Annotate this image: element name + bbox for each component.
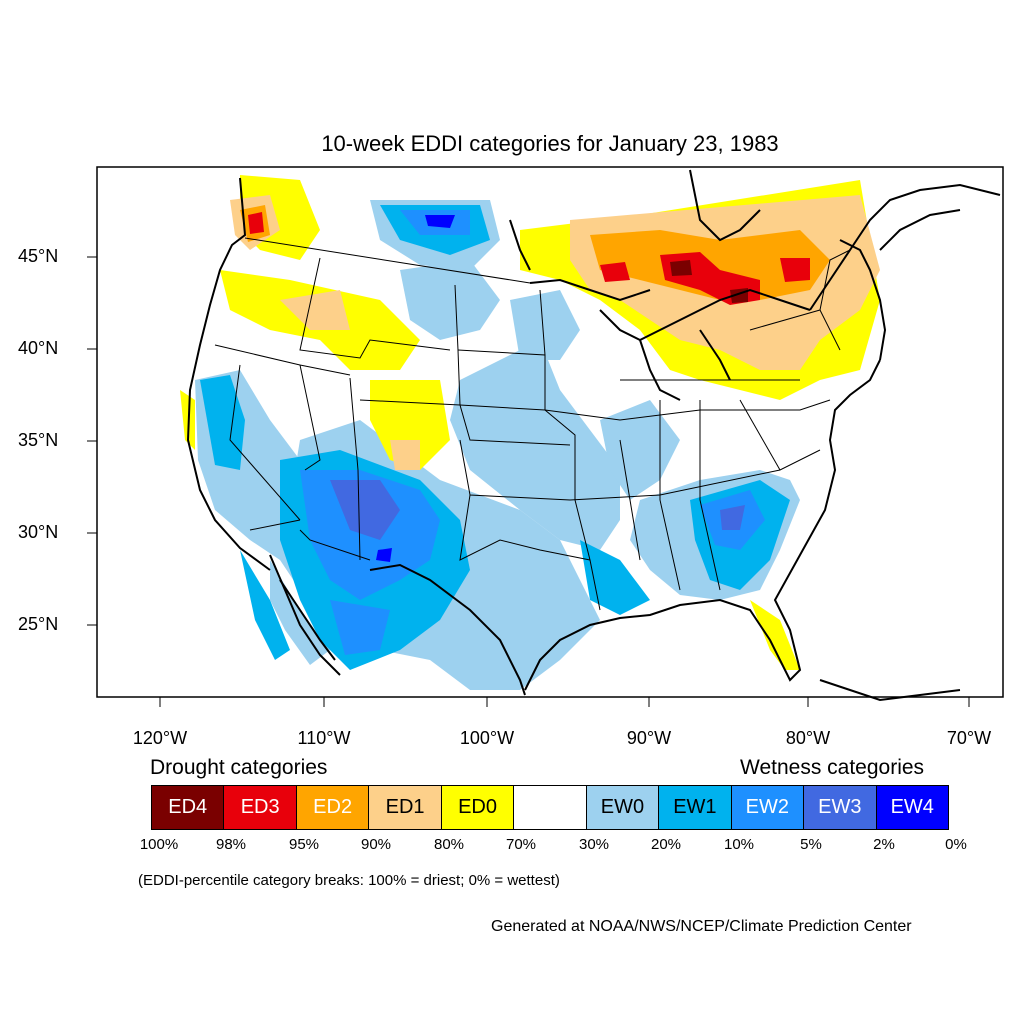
legend-label: EW2 (745, 796, 790, 818)
legend-label: ED2 (313, 796, 353, 818)
break-label: 95% (288, 836, 320, 853)
map-title: 10-week EDDI categories for January 23, … (321, 131, 779, 156)
lat-label-30: 30°N (18, 522, 59, 542)
legend-ew4: EW4 (876, 786, 948, 829)
wetness-heading: Wetness categories (740, 756, 925, 779)
state-boundaries (214, 237, 851, 611)
break-label: 80% (433, 836, 465, 853)
drought-heading: Drought categories (150, 756, 328, 779)
break-label: 100% (139, 836, 179, 853)
legend-ew1: EW1 (659, 786, 732, 829)
lon-label-110: 110°W (297, 728, 351, 748)
wet-region-ew4 (376, 215, 455, 562)
break-label: 98% (215, 836, 247, 853)
legend-label: ED3 (240, 796, 280, 818)
legend-label: ED1 (385, 796, 425, 818)
legend-label: EW4 (890, 796, 934, 818)
legend-ew0: EW0 (586, 786, 660, 829)
lon-label-80: 80°W (785, 728, 831, 748)
lat-label-45: 45°N (18, 246, 59, 266)
break-label: 10% (723, 836, 755, 853)
legend-ed3: ED3 (224, 786, 297, 829)
legend-label: ED0 (458, 796, 497, 818)
legend-ed4: ED4 (152, 786, 225, 829)
lon-label-70: 70°W (946, 728, 992, 748)
lat-label-40: 40°N (18, 338, 59, 358)
legend-label: EW0 (600, 796, 645, 818)
break-label: 5% (800, 836, 822, 853)
legend-ed2: ED2 (296, 786, 370, 829)
break-label: 90% (360, 836, 392, 853)
break-label: 30% (578, 836, 610, 853)
legend-label: EW3 (818, 796, 862, 818)
break-label: 20% (650, 836, 682, 853)
legend-ew2: EW2 (731, 786, 805, 829)
credit-line: Generated at NOAA/NWS/NCEP/Climate Predi… (491, 918, 912, 935)
legend-ew3: EW3 (804, 786, 877, 829)
coastlines (186, 169, 1001, 702)
lat-label-25: 25°N (18, 614, 59, 634)
category-legend: ED4 ED3 ED2 ED1 ED0 EW0 EW1 EW2 EW3 EW4 (151, 785, 949, 830)
legend-ed0: ED0 (441, 786, 515, 829)
wet-region-ew3 (330, 480, 745, 540)
lat-label-35: 35°N (18, 430, 59, 450)
break-label: 70% (505, 836, 537, 853)
map-frame (96, 166, 1004, 698)
legend-label: EW1 (673, 796, 717, 818)
legend-ed1: ED1 (369, 786, 442, 829)
axis-ticks (87, 256, 970, 707)
legend-label: ED4 (168, 796, 208, 818)
break-label: 2% (873, 836, 895, 853)
category-note: (EDDI-percentile category breaks: 100% =… (138, 872, 560, 889)
break-label: 0% (945, 836, 967, 853)
legend-neutral (514, 786, 587, 829)
lon-label-120: 120°W (132, 728, 188, 748)
lon-label-100: 100°W (459, 728, 515, 748)
lon-label-90: 90°W (626, 728, 672, 748)
